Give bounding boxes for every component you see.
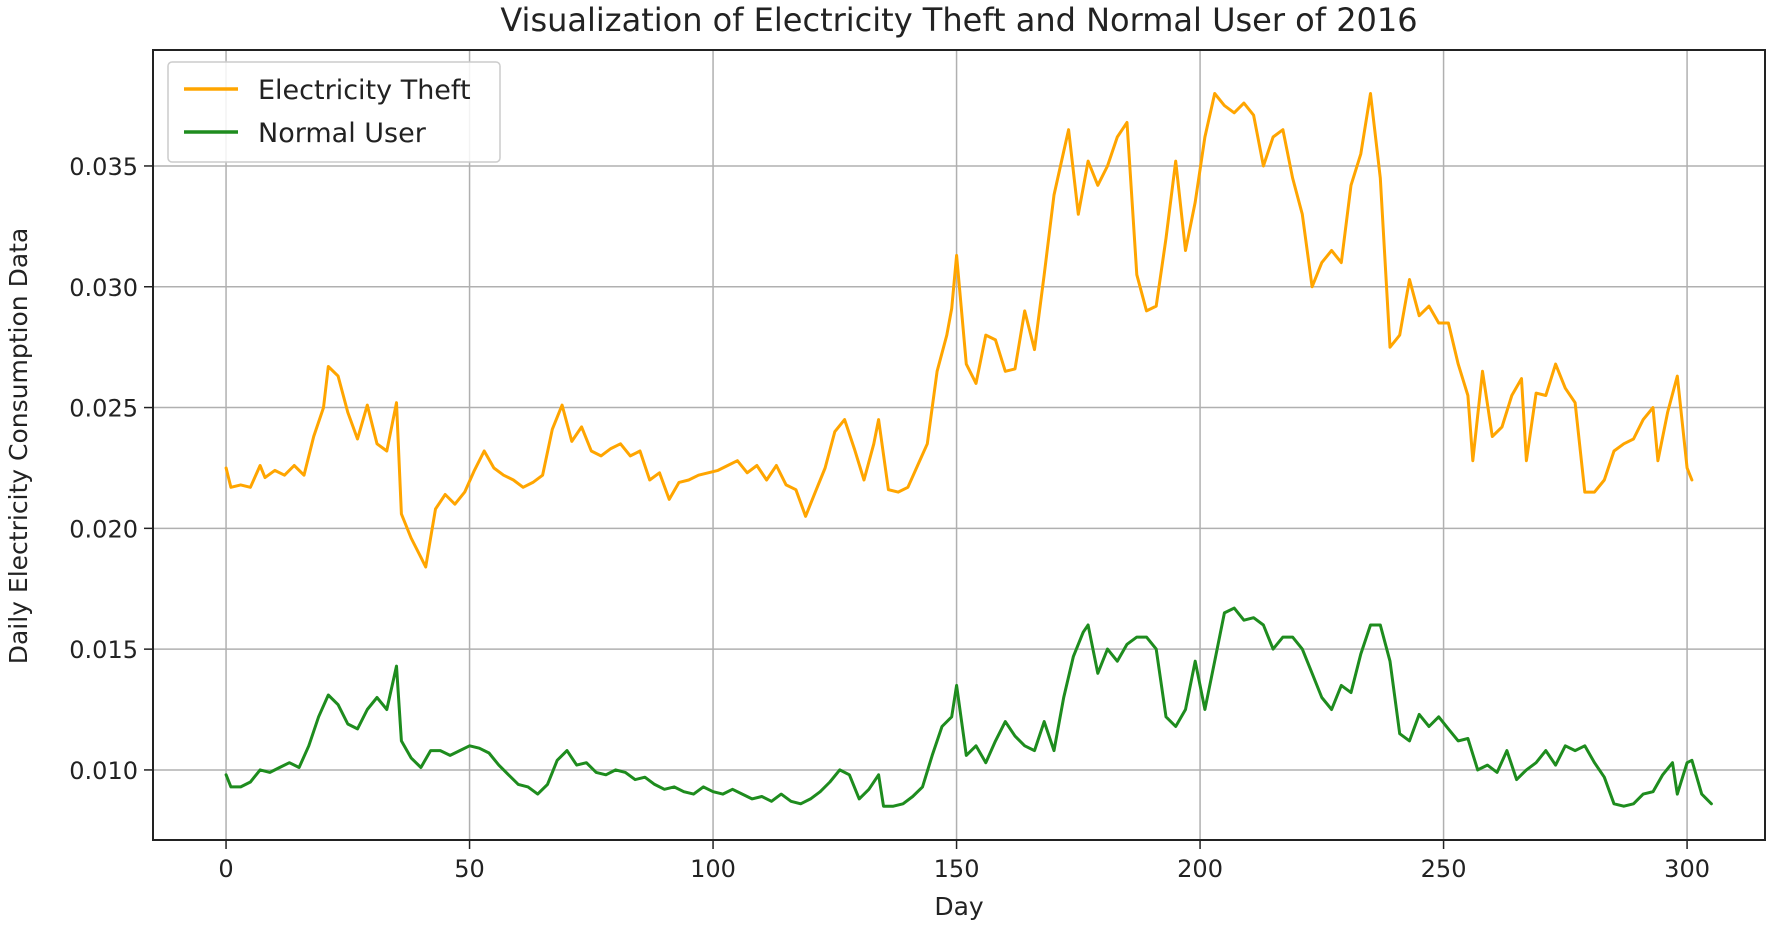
x-tick-label: 50: [454, 855, 485, 883]
legend-label-normal-user: Normal User: [258, 118, 427, 149]
y-tick-label: 0.020: [69, 515, 138, 543]
legend-box: [167, 61, 501, 163]
y-axis-label: Daily Electricity Consumption Data: [4, 228, 33, 665]
x-axis-label: Day: [934, 892, 984, 921]
x-tick-label: 150: [934, 855, 980, 883]
x-tick-label: 300: [1664, 855, 1710, 883]
y-tick-label: 0.010: [69, 757, 138, 785]
x-tick-label: 250: [1421, 855, 1467, 883]
y-tick-label: 0.025: [69, 395, 138, 423]
grid-lines: [153, 50, 1765, 840]
x-tick-label: 0: [218, 855, 233, 883]
y-tick-label: 0.035: [69, 153, 138, 181]
y-tick-label: 0.015: [69, 636, 138, 664]
chart-title: Visualization of Electricity Theft and N…: [500, 1, 1417, 39]
legend-label-electricity-theft: Electricity Theft: [258, 75, 471, 106]
ticks: 0 50 100 150 200 250 300 0.010 0.015 0.020 0.025 0.…: [69, 153, 1710, 883]
x-tick-label: 200: [1177, 855, 1223, 883]
series-line-normal-user: [224, 606, 1713, 808]
series-line-electricity-theft: [224, 92, 1694, 569]
x-tick-label: 100: [690, 855, 736, 883]
y-tick-label: 0.030: [69, 274, 138, 302]
plot-frame: [152, 49, 1766, 841]
legend: Electricity Theft Normal User: [167, 61, 501, 163]
series-layer: [224, 92, 1713, 808]
